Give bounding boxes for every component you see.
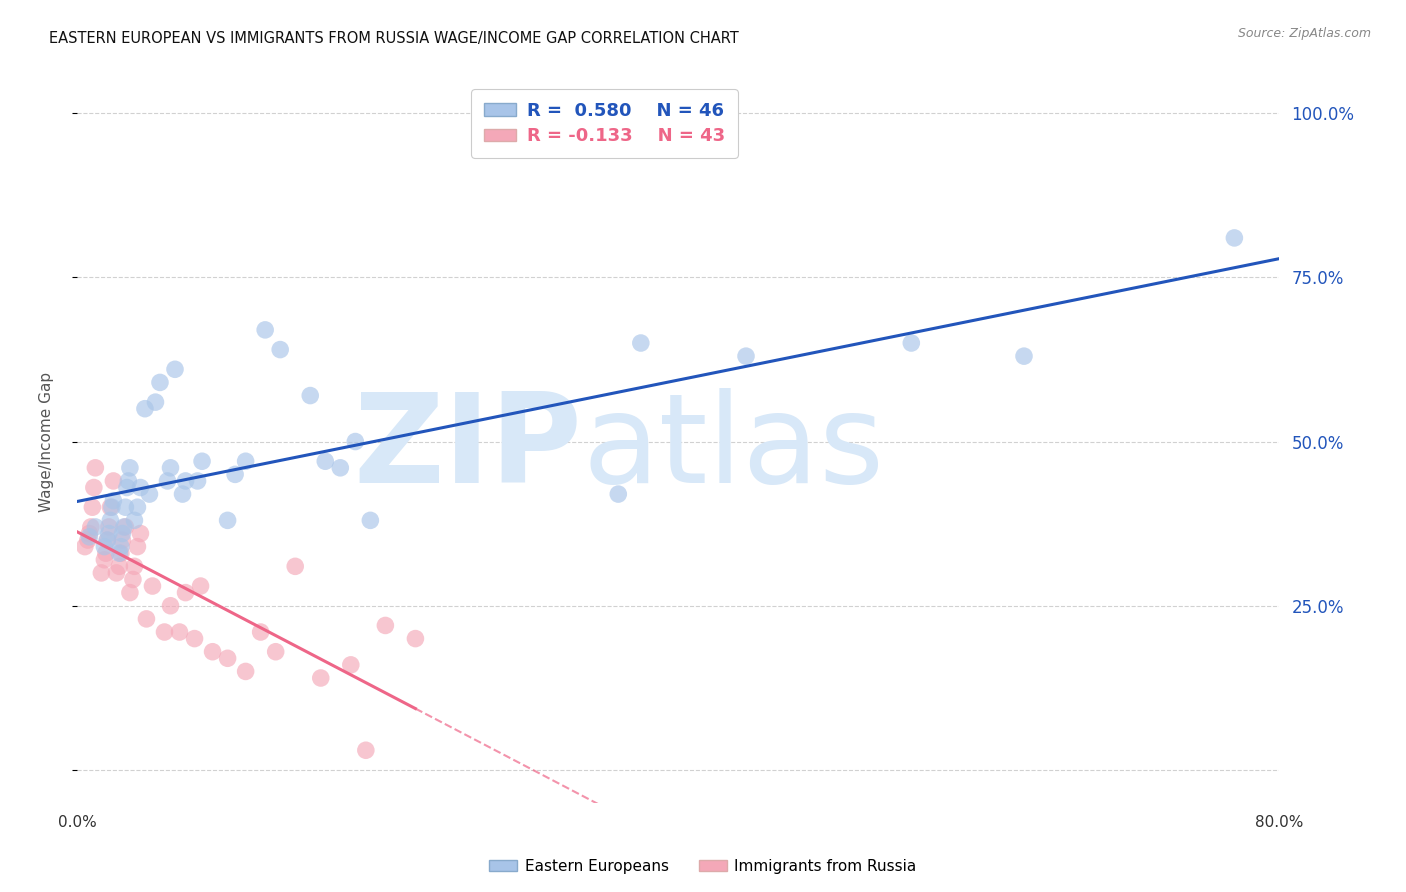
Text: EASTERN EUROPEAN VS IMMIGRANTS FROM RUSSIA WAGE/INCOME GAP CORRELATION CHART: EASTERN EUROPEAN VS IMMIGRANTS FROM RUSS… — [49, 31, 740, 46]
Legend: R =  0.580    N = 46, R = -0.133    N = 43: R = 0.580 N = 46, R = -0.133 N = 43 — [471, 89, 738, 158]
Point — [129, 481, 152, 495]
Point — [110, 540, 132, 554]
Point — [183, 632, 205, 646]
Point — [100, 500, 122, 515]
Point — [111, 526, 134, 541]
Point — [299, 388, 322, 402]
Point — [103, 474, 125, 488]
Point — [97, 520, 120, 534]
Text: Source: ZipAtlas.com: Source: ZipAtlas.com — [1237, 27, 1371, 40]
Point — [111, 533, 134, 547]
Point — [174, 474, 197, 488]
Point — [135, 612, 157, 626]
Point — [94, 546, 117, 560]
Point — [105, 566, 128, 580]
Point — [217, 513, 239, 527]
Point — [79, 530, 101, 544]
Point — [153, 625, 176, 640]
Point — [735, 349, 758, 363]
Point — [340, 657, 363, 672]
Point — [314, 454, 336, 468]
Point — [122, 573, 145, 587]
Text: atlas: atlas — [582, 388, 884, 509]
Y-axis label: Wage/Income Gap: Wage/Income Gap — [39, 371, 53, 512]
Point — [201, 645, 224, 659]
Point — [103, 493, 125, 508]
Point — [159, 460, 181, 475]
Point — [101, 500, 124, 515]
Point — [191, 454, 214, 468]
Point — [124, 513, 146, 527]
Point — [630, 336, 652, 351]
Point — [112, 520, 135, 534]
Point — [84, 460, 107, 475]
Point — [284, 559, 307, 574]
Point — [235, 665, 257, 679]
Point — [404, 632, 426, 646]
Point — [329, 460, 352, 475]
Point — [134, 401, 156, 416]
Point — [127, 540, 149, 554]
Text: ZIP: ZIP — [353, 388, 582, 509]
Point — [156, 474, 179, 488]
Point — [900, 336, 922, 351]
Point — [93, 553, 115, 567]
Point — [138, 487, 160, 501]
Point — [97, 526, 120, 541]
Point — [80, 520, 103, 534]
Point — [129, 526, 152, 541]
Point — [249, 625, 271, 640]
Point — [1223, 231, 1246, 245]
Point — [141, 579, 163, 593]
Point — [96, 533, 118, 547]
Point — [269, 343, 291, 357]
Point — [190, 579, 212, 593]
Point — [127, 500, 149, 515]
Point — [1012, 349, 1035, 363]
Point — [117, 474, 139, 488]
Point — [174, 585, 197, 599]
Point — [149, 376, 172, 390]
Point — [118, 460, 141, 475]
Point — [607, 487, 630, 501]
Point — [110, 546, 132, 560]
Point — [374, 618, 396, 632]
Point — [108, 559, 131, 574]
Point — [79, 526, 101, 541]
Point — [114, 520, 136, 534]
Point — [84, 520, 107, 534]
Point — [90, 566, 112, 580]
Point — [73, 540, 96, 554]
Point — [163, 362, 186, 376]
Point — [309, 671, 332, 685]
Point — [169, 625, 191, 640]
Point — [115, 481, 138, 495]
Point — [217, 651, 239, 665]
Point — [172, 487, 194, 501]
Point — [76, 533, 98, 547]
Point — [159, 599, 181, 613]
Point — [235, 454, 257, 468]
Point — [96, 533, 118, 547]
Point — [108, 546, 131, 560]
Point — [114, 500, 136, 515]
Point — [187, 474, 209, 488]
Point — [359, 513, 381, 527]
Legend: Eastern Europeans, Immigrants from Russia: Eastern Europeans, Immigrants from Russi… — [484, 853, 922, 880]
Point — [224, 467, 246, 482]
Point — [254, 323, 277, 337]
Point — [354, 743, 377, 757]
Point — [93, 540, 115, 554]
Point — [264, 645, 287, 659]
Point — [344, 434, 367, 449]
Point — [145, 395, 167, 409]
Point — [124, 559, 146, 574]
Point — [118, 585, 141, 599]
Point — [100, 513, 122, 527]
Point — [82, 500, 104, 515]
Point — [83, 481, 105, 495]
